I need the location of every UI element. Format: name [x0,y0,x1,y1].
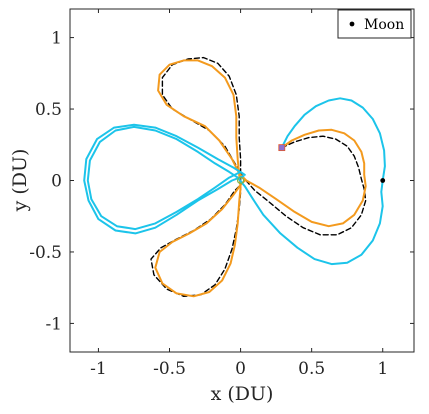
markers-layer [236,144,386,185]
ticks-layer: -1 -0.5 0 0.5 1 1 0.5 0 -0.5 -1 [29,9,414,379]
x-tick-label: 0 [235,359,246,379]
x-tick-label: -1 [90,359,107,379]
trajectory-line-1 [83,97,386,266]
x-tick-label: -0.5 [153,359,186,379]
series-layer [83,56,386,298]
center-marker [236,176,245,185]
x-tick-label: 0.5 [298,359,325,379]
legend-label-moon: Moon [364,17,404,33]
legend: Moon [337,9,412,39]
x-axis-title: x (DU) [211,383,274,405]
trajectory-line-2 [154,59,367,298]
y-tick-label: 0 [51,172,62,192]
y-tick-label: -1 [45,314,62,334]
y-tick-label: -0.5 [29,243,62,263]
start-marker [278,144,286,152]
x-tick-label: 1 [377,359,388,379]
plot-area [69,8,415,353]
y-tick-label: 1 [51,29,62,49]
y-tick-label: 0.5 [35,100,62,120]
legend-moon-dot-icon [349,21,355,27]
moon-marker [380,178,386,183]
y-axis-title: y (DU) [9,149,31,213]
